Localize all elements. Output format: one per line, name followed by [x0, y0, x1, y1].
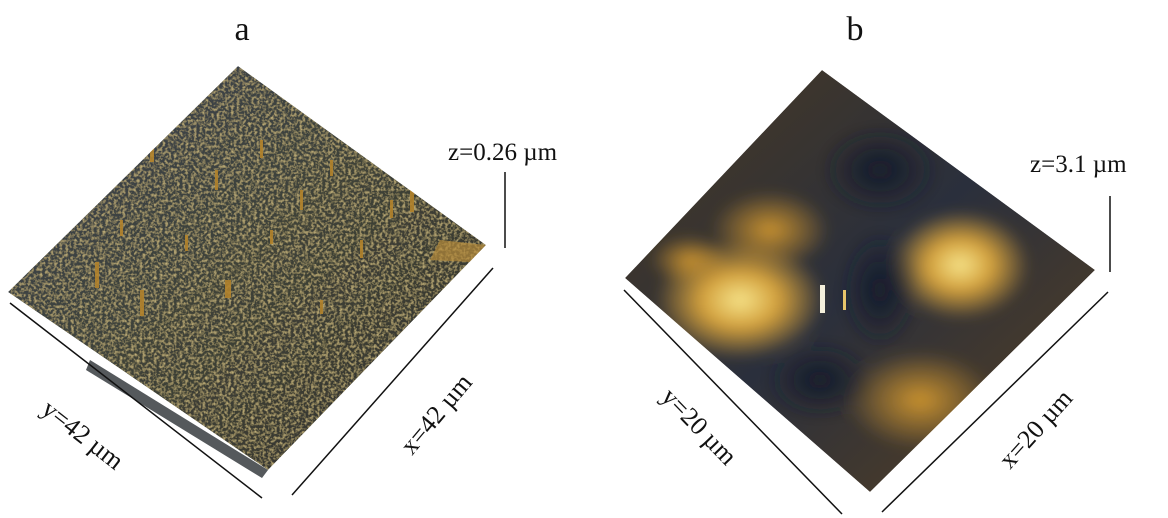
- y-axis-label-b: y=20 µm: [656, 382, 743, 471]
- z-range-label-a: z=0.26 µm: [448, 139, 558, 166]
- panel-a: a z=0.26 µm y=42 µm x=42 µm: [8, 11, 558, 499]
- x-axis-line-b: [881, 291, 1109, 513]
- y-axis-label-a: y=42 µm: [36, 394, 129, 476]
- z-range-label-b: z=3.1 µm: [1030, 151, 1127, 178]
- surface-plot-a: [8, 66, 486, 470]
- x-axis-line-a: [291, 267, 494, 496]
- panel-b: b z=3.1 µm y=20 µm x=20 µm: [623, 11, 1127, 515]
- panel-label-b: b: [847, 11, 864, 48]
- y-axis-line-b: [623, 289, 843, 515]
- x-axis-label-b: x=20 µm: [993, 384, 1078, 474]
- y-axis-line-a: [9, 302, 263, 499]
- x-axis-label-a: x=42 µm: [394, 368, 478, 460]
- panel-label-a: a: [234, 11, 249, 48]
